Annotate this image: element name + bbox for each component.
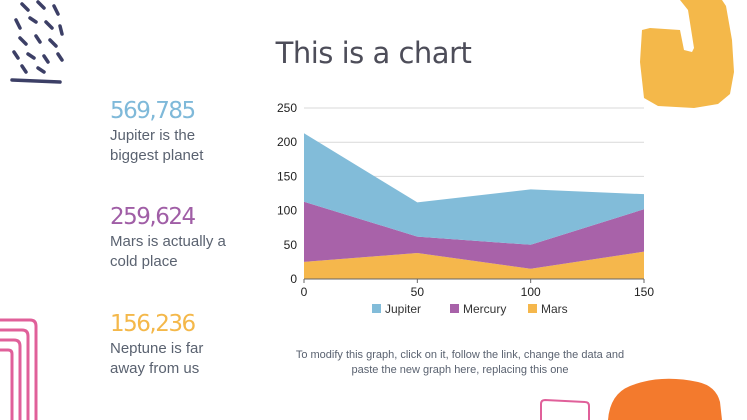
x-tick-label: 0: [301, 285, 308, 299]
y-tick-label: 50: [284, 238, 298, 252]
note-line2: paste the new graph here, replacing this…: [351, 364, 569, 376]
pink-outline-decoration: [540, 398, 590, 420]
stat-description-line1: Neptune is far: [110, 340, 204, 357]
stat-description-line2: cold place: [110, 253, 178, 270]
area-mars: [304, 251, 644, 279]
stat-description-line2: biggest planet: [110, 147, 204, 164]
x-tick-label: 150: [634, 285, 654, 299]
stat-description: Mars is actually a cold place: [110, 232, 280, 272]
y-tick-label: 150: [277, 169, 297, 183]
y-tick-label: 200: [277, 135, 297, 149]
legend-swatch-mercury: [450, 304, 459, 313]
yellow-letter-decoration: [640, 0, 734, 108]
stat-value: 569,785: [110, 98, 196, 124]
y-tick-label: 250: [277, 101, 297, 115]
area-mercury: [304, 201, 644, 269]
chart-instructions-note: To modify this graph, click on it, follo…: [270, 348, 650, 378]
stat-neptune: 156,236 Neptune is far away from us: [110, 311, 280, 379]
stat-jupiter: 569,785 Jupiter is the biggest planet: [110, 98, 280, 166]
stat-value: 259,624: [110, 204, 196, 230]
slide-title: This is a chart: [275, 36, 472, 70]
legend-label-jupiter: Jupiter: [385, 302, 421, 316]
x-tick-label: 100: [521, 285, 541, 299]
orange-blob-decoration: [608, 378, 722, 420]
stat-description: Neptune is far away from us: [110, 339, 280, 379]
x-tick-label: 50: [411, 285, 425, 299]
stat-description-line1: Jupiter is the: [110, 127, 196, 144]
stat-value: 156,236: [110, 311, 196, 337]
stat-description-line1: Mars is actually a: [110, 233, 226, 250]
stacked-area-chart[interactable]: 0 50 100 150 200 250 0 50 100 150 Jupiter Mercury Ma…: [268, 95, 668, 335]
area-jupiter: [304, 133, 644, 245]
stat-description: Jupiter is the biggest planet: [110, 126, 280, 166]
stat-mars: 259,624 Mars is actually a cold place: [110, 204, 280, 272]
stat-description-line2: away from us: [110, 360, 200, 377]
navy-confetti-decoration: [10, 0, 64, 84]
legend-label-mars: Mars: [541, 302, 568, 316]
legend-label-mercury: Mercury: [463, 302, 506, 316]
note-line1: To modify this graph, click on it, follo…: [295, 349, 625, 361]
y-tick-label: 0: [290, 272, 297, 286]
y-tick-label: 100: [277, 204, 297, 218]
legend-swatch-jupiter: [372, 304, 381, 313]
pink-lines-decoration: [0, 318, 38, 420]
legend-swatch-mars: [528, 304, 537, 313]
